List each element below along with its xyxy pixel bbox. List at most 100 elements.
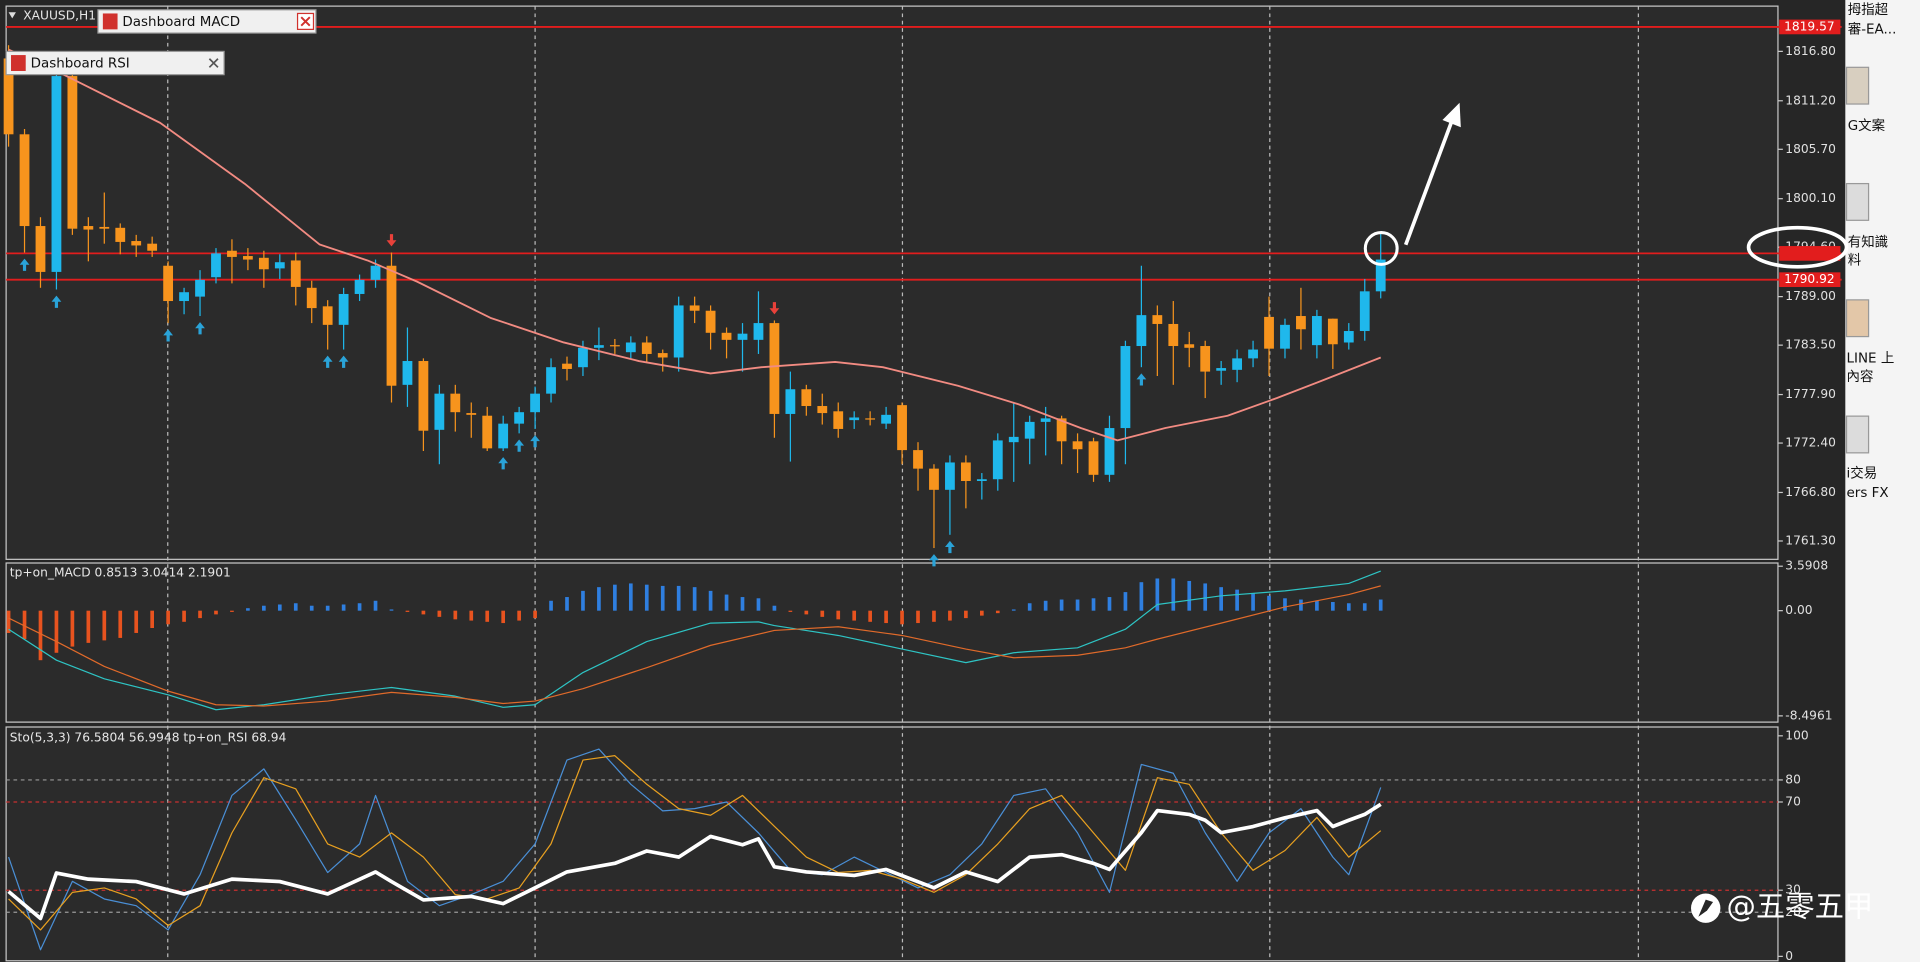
macd-histogram-bar	[262, 605, 266, 611]
indicator-line	[7, 748, 1382, 951]
candle-body	[562, 363, 572, 369]
dashboard-icon	[102, 13, 118, 30]
macd-histogram-bar	[1251, 593, 1255, 611]
y-tick-label: 70	[1785, 794, 1801, 808]
candle-body	[609, 345, 620, 347]
highlight-ellipse	[1746, 225, 1849, 269]
y-tick-label: 80	[1785, 772, 1801, 786]
price-level-tag	[1779, 246, 1841, 261]
menu-triangle[interactable]	[8, 12, 16, 19]
candle-body	[306, 287, 317, 309]
macd-histogram-bar	[405, 610, 410, 612]
buy-signal-arrow	[929, 554, 939, 567]
candle-body	[274, 262, 285, 269]
desktop-label: LINE 上	[1847, 351, 1895, 367]
macd-histogram-bar	[820, 610, 825, 617]
sell-signal-arrow	[386, 234, 397, 247]
candle-body	[1168, 323, 1179, 347]
y-tick-label: -8.4961	[1785, 708, 1832, 722]
candle-body	[1056, 418, 1067, 442]
candle-body	[51, 76, 62, 272]
y-tick-label: 1816.80	[1785, 44, 1836, 58]
close-icon[interactable]	[208, 58, 219, 68]
candle-body	[753, 323, 764, 340]
dashboard-window[interactable]	[97, 9, 317, 34]
candle-body	[1184, 344, 1195, 348]
candle-body	[721, 332, 732, 340]
macd-histogram-bar	[708, 590, 713, 611]
candle-body	[945, 462, 955, 490]
dashboard-title: Dashboard MACD	[122, 15, 240, 30]
macd-histogram-bar	[22, 610, 27, 640]
dashboard-macd-window[interactable]: Dashboard MACD	[97, 9, 317, 34]
buy-signal-arrow	[498, 457, 509, 470]
dashboard-window[interactable]	[5, 50, 225, 76]
dashboard-icon	[11, 55, 26, 71]
candle-body	[769, 323, 780, 414]
macd-histogram-bar	[692, 587, 697, 611]
macd-histogram-bar	[421, 610, 426, 615]
candle-body	[370, 265, 381, 280]
highlight-circle	[1363, 231, 1399, 266]
macd-histogram-bar	[1219, 587, 1223, 611]
macd-histogram-bar	[676, 585, 681, 611]
candle-body	[1232, 358, 1243, 370]
candle-body	[179, 292, 189, 302]
macd-histogram-bar	[1155, 578, 1160, 611]
candle-body	[594, 345, 604, 348]
macd-histogram-bar	[485, 610, 490, 622]
dashboard-rsi-window[interactable]: Dashboard RSI	[5, 50, 225, 76]
macd-histogram-bar	[1331, 602, 1335, 611]
candle-body	[1280, 324, 1290, 349]
oscillator-panel	[5, 726, 1779, 962]
candle-body	[1200, 346, 1211, 372]
macd-histogram-bar	[1235, 589, 1239, 611]
candle-body	[338, 293, 349, 325]
desktop-icon[interactable]	[1845, 299, 1870, 338]
candle-body	[195, 279, 205, 297]
candle-body	[1375, 259, 1386, 292]
candle-body	[1343, 331, 1354, 343]
macd-histogram-bar	[979, 610, 984, 616]
candle-body	[466, 413, 477, 415]
candle-body	[290, 260, 301, 287]
candle-body	[625, 342, 636, 353]
macd-histogram-bar	[756, 598, 761, 611]
macd-histogram-bar	[214, 610, 218, 615]
watermark: @五零五甲	[1691, 890, 1873, 924]
candle-body	[1040, 418, 1051, 422]
candle-body	[482, 415, 493, 449]
candle-body	[1264, 316, 1274, 349]
macd-histogram-bar	[740, 597, 745, 611]
macd-histogram-bar	[613, 584, 617, 611]
macd-histogram-bar	[277, 604, 282, 611]
watermark-logo-mark	[1698, 899, 1714, 917]
candle-body	[881, 414, 891, 424]
candle-body	[418, 361, 429, 431]
candle-body	[498, 423, 509, 449]
macd-histogram-bar	[804, 610, 809, 615]
candle-body	[19, 134, 30, 227]
candle-body	[1120, 346, 1131, 429]
macd-histogram-bar	[1187, 580, 1192, 611]
desktop-icon[interactable]	[1845, 182, 1870, 221]
macd-title: tp+on_MACD 0.8513 3.0414 2.1901	[10, 565, 231, 579]
candle-body	[641, 342, 652, 354]
candle-body	[131, 241, 142, 246]
price-level-label: 1790.92	[1784, 272, 1835, 286]
macd-histogram-bar	[852, 610, 857, 621]
desktop-icon[interactable]	[1845, 66, 1870, 105]
candle-body	[1152, 315, 1163, 324]
sell-signal-arrow	[769, 302, 780, 315]
desktop-label: 有知識	[1848, 233, 1888, 250]
candle-body	[737, 333, 748, 340]
indicator-line	[8, 755, 1382, 931]
desktop-icon[interactable]	[1845, 415, 1870, 454]
symbol-title: XAUUSD,H1	[23, 8, 96, 22]
y-tick-label: 1783.50	[1785, 338, 1836, 352]
candle-body	[530, 393, 540, 413]
y-tick-label: 1805.70	[1785, 142, 1836, 156]
macd-histogram-bar	[453, 610, 458, 620]
